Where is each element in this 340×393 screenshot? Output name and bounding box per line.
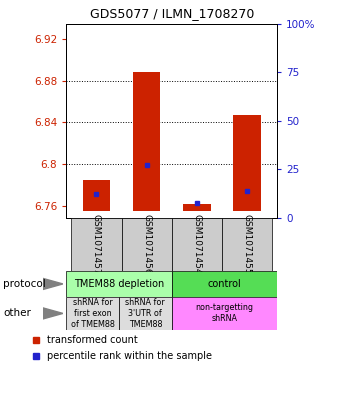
Text: non-targetting
shRNA: non-targetting shRNA bbox=[195, 303, 253, 323]
Text: TMEM88 depletion: TMEM88 depletion bbox=[74, 279, 164, 289]
Bar bbox=[233, 115, 261, 211]
Text: GSM1071457: GSM1071457 bbox=[92, 214, 101, 275]
Text: GSM1071454: GSM1071454 bbox=[192, 215, 201, 275]
FancyBboxPatch shape bbox=[66, 297, 119, 330]
Polygon shape bbox=[42, 278, 63, 290]
FancyBboxPatch shape bbox=[222, 218, 272, 271]
FancyBboxPatch shape bbox=[119, 297, 172, 330]
Text: control: control bbox=[207, 279, 241, 289]
Text: protocol: protocol bbox=[3, 279, 46, 289]
Polygon shape bbox=[42, 308, 63, 319]
Text: percentile rank within the sample: percentile rank within the sample bbox=[47, 351, 211, 361]
Text: GSM1071455: GSM1071455 bbox=[242, 214, 252, 275]
FancyBboxPatch shape bbox=[66, 271, 172, 297]
Bar bbox=[133, 72, 160, 211]
Text: shRNA for
3'UTR of
TMEM88: shRNA for 3'UTR of TMEM88 bbox=[125, 298, 165, 329]
FancyBboxPatch shape bbox=[71, 218, 121, 271]
FancyBboxPatch shape bbox=[172, 297, 277, 330]
FancyBboxPatch shape bbox=[172, 271, 277, 297]
Bar bbox=[83, 180, 110, 211]
Text: transformed count: transformed count bbox=[47, 335, 137, 345]
FancyBboxPatch shape bbox=[172, 218, 222, 271]
Title: GDS5077 / ILMN_1708270: GDS5077 / ILMN_1708270 bbox=[89, 7, 254, 20]
Text: shRNA for
first exon
of TMEM88: shRNA for first exon of TMEM88 bbox=[71, 298, 115, 329]
Text: GSM1071456: GSM1071456 bbox=[142, 214, 151, 275]
FancyBboxPatch shape bbox=[121, 218, 172, 271]
Text: other: other bbox=[3, 309, 31, 318]
Bar bbox=[183, 204, 210, 211]
